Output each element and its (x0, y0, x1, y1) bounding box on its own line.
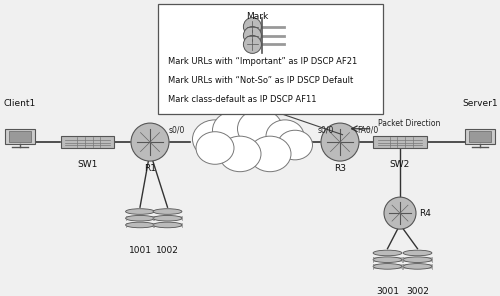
Text: R3: R3 (334, 164, 346, 173)
Ellipse shape (153, 209, 182, 214)
Ellipse shape (403, 264, 432, 269)
FancyBboxPatch shape (464, 129, 496, 144)
Ellipse shape (196, 132, 234, 164)
Text: FA0/0: FA0/0 (358, 126, 379, 135)
Ellipse shape (212, 111, 258, 149)
FancyBboxPatch shape (373, 264, 402, 269)
Ellipse shape (403, 250, 432, 256)
Text: Mark URLs with “Not-So” as IP DSCP Default: Mark URLs with “Not-So” as IP DSCP Defau… (168, 76, 353, 85)
Ellipse shape (373, 257, 402, 263)
FancyBboxPatch shape (373, 258, 402, 262)
Ellipse shape (249, 136, 291, 172)
Text: s0/0: s0/0 (169, 126, 186, 135)
Ellipse shape (384, 197, 416, 229)
Ellipse shape (373, 264, 402, 269)
Ellipse shape (153, 215, 182, 221)
Ellipse shape (321, 123, 359, 161)
Ellipse shape (244, 18, 262, 36)
Ellipse shape (126, 209, 154, 214)
Ellipse shape (126, 215, 154, 221)
FancyBboxPatch shape (153, 223, 182, 227)
Text: SW1: SW1 (78, 160, 98, 169)
Text: SW2: SW2 (390, 160, 410, 169)
FancyBboxPatch shape (373, 136, 427, 148)
Ellipse shape (219, 136, 261, 172)
FancyBboxPatch shape (158, 4, 382, 114)
Text: 1001: 1001 (128, 246, 152, 255)
Text: s0/0: s0/0 (318, 126, 334, 135)
FancyBboxPatch shape (126, 216, 154, 221)
Ellipse shape (131, 123, 169, 161)
Ellipse shape (373, 250, 402, 256)
Text: Client1: Client1 (4, 99, 36, 108)
Text: Packet Direction: Packet Direction (378, 119, 440, 128)
FancyBboxPatch shape (403, 258, 432, 262)
Ellipse shape (244, 36, 262, 53)
Ellipse shape (266, 120, 304, 152)
Ellipse shape (244, 27, 262, 44)
Ellipse shape (278, 130, 312, 160)
Ellipse shape (153, 222, 182, 228)
FancyBboxPatch shape (60, 136, 114, 148)
FancyBboxPatch shape (469, 131, 491, 142)
Text: Server1: Server1 (462, 99, 498, 108)
Text: Mark URLs with “Important” as IP DSCP AF21: Mark URLs with “Important” as IP DSCP AF… (168, 57, 357, 66)
FancyBboxPatch shape (4, 129, 36, 144)
Ellipse shape (126, 222, 154, 228)
Text: 3002: 3002 (406, 287, 429, 296)
Text: 3001: 3001 (376, 287, 399, 296)
Text: Mark class-default as IP DSCP AF11: Mark class-default as IP DSCP AF11 (168, 95, 316, 104)
Text: Mark: Mark (246, 12, 268, 21)
FancyBboxPatch shape (153, 216, 182, 221)
Text: 1002: 1002 (156, 246, 179, 255)
FancyBboxPatch shape (126, 223, 154, 227)
FancyBboxPatch shape (403, 264, 432, 269)
FancyBboxPatch shape (9, 131, 31, 142)
Ellipse shape (403, 257, 432, 263)
Ellipse shape (192, 120, 238, 158)
Text: R1: R1 (144, 164, 156, 173)
Ellipse shape (238, 110, 282, 148)
Text: R4: R4 (419, 209, 431, 218)
